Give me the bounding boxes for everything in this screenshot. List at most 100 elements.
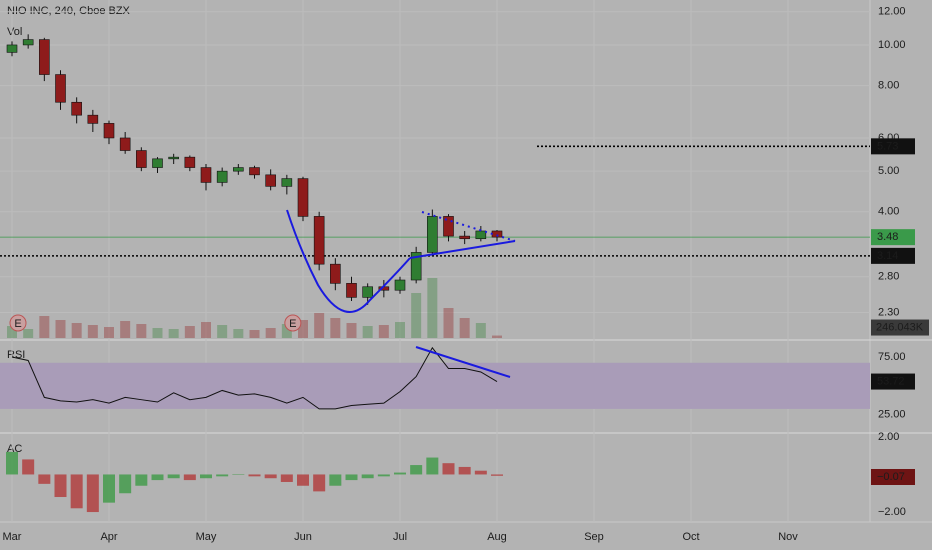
x-tick-label: Mar: [3, 531, 22, 543]
candle-body: [427, 216, 438, 253]
y-tick-label: 12.00: [878, 6, 906, 18]
ac-bar: [135, 474, 148, 486]
triangle-bottom: [409, 240, 516, 259]
last-price-label: 3.48: [877, 231, 898, 243]
ac-bar: [410, 465, 423, 475]
last-price-label-box: [871, 229, 915, 246]
volume-bar: [87, 325, 98, 338]
ac-bar: [86, 474, 99, 513]
volume-bar: [346, 323, 357, 338]
cup-drawing: [286, 209, 411, 313]
ac-bar: [70, 474, 83, 509]
rsi-last-label-box: [871, 373, 915, 390]
volume-bar: [459, 318, 470, 338]
candle-body: [265, 174, 276, 187]
volume-bar: [104, 327, 114, 338]
candle-body: [313, 216, 325, 265]
candle-body: [330, 263, 341, 284]
volume-label-box: [871, 319, 929, 336]
volume-bar: [184, 326, 195, 338]
volume-bar: [427, 278, 438, 338]
y-tick-label: 2.30: [878, 306, 899, 318]
candle-body: [168, 156, 179, 160]
ac-bar: [458, 466, 471, 475]
ac-bar: [280, 474, 293, 482]
candle-body: [200, 167, 212, 183]
volume-bar: [71, 323, 82, 338]
level-label: 3.14: [877, 250, 898, 262]
candle-body: [249, 167, 260, 176]
candle-body: [394, 279, 406, 291]
ac-last-box: [871, 469, 915, 485]
candle-body: [184, 156, 196, 168]
ac-bar: [394, 472, 406, 475]
volume-bar: [330, 318, 341, 338]
level-label-box: [871, 138, 915, 155]
volume-bar: [201, 322, 211, 338]
ac-bar: [442, 463, 455, 475]
ac-bar: [474, 470, 487, 475]
ac-bar: [426, 457, 439, 475]
x-tick-label: Aug: [487, 531, 507, 543]
y-tick-label: 2.80: [878, 271, 899, 283]
volume-bar: [55, 320, 66, 338]
rsi-band: [0, 362, 870, 409]
earnings-label: E: [289, 318, 296, 330]
candle-body: [346, 283, 357, 298]
y-tick-label: 5.00: [878, 165, 899, 177]
x-tick-label: Jun: [294, 531, 312, 543]
candle-body: [475, 230, 487, 240]
ac-bar: [54, 474, 67, 498]
rsi-line: [11, 346, 498, 410]
ac-bar: [119, 474, 132, 494]
volume-bar: [395, 322, 405, 338]
volume-bar: [7, 326, 17, 338]
volume-bar: [152, 328, 163, 338]
candle-body: [362, 286, 373, 298]
volume-bar: [362, 326, 373, 338]
ac-tick-label: −2.00: [878, 506, 906, 518]
volume-bar: [136, 324, 147, 338]
y-tick-label: 8.00: [878, 79, 899, 91]
volume-bar: [249, 330, 260, 338]
ac-last-label: −0.07: [877, 471, 905, 483]
ac-bar: [103, 474, 115, 503]
candle-body: [216, 170, 228, 183]
drawings: [286, 209, 516, 378]
ac-bar: [491, 474, 503, 476]
volume-bar: [475, 323, 486, 338]
ac-bar: [248, 474, 261, 477]
x-tick-label: May: [196, 531, 217, 543]
candle-body: [119, 137, 131, 151]
ac-bar: [183, 474, 196, 481]
candle-body: [281, 178, 293, 187]
x-tick-label: Oct: [682, 531, 699, 543]
y-tick-label: 10.00: [878, 39, 906, 51]
volume-bar: [120, 321, 131, 338]
earnings-marker: [9, 314, 27, 332]
level-label: 5.73: [877, 140, 898, 152]
rsi-last-label: 53.72: [877, 375, 905, 387]
rsi-trendline: [415, 346, 511, 378]
ac-bar: [313, 474, 326, 492]
candle-body: [233, 167, 244, 172]
ac-bar: [361, 474, 374, 479]
x-tick-label: Nov: [778, 531, 798, 543]
candle-body: [136, 150, 147, 168]
candle-body: [39, 39, 50, 75]
volume-label: 246.043K: [876, 321, 924, 333]
ac-bar: [377, 474, 390, 477]
volume-bar: [411, 293, 422, 338]
ac-bar: [345, 474, 358, 481]
volume-bar: [443, 308, 454, 338]
candle-body: [6, 44, 18, 53]
ac-bar: [151, 474, 164, 481]
candle-body: [443, 216, 454, 237]
volume-bar: [217, 325, 228, 338]
candle-body: [297, 178, 309, 217]
triangle-top: [421, 211, 516, 242]
candle-body: [87, 114, 99, 124]
volume-bar: [265, 328, 276, 338]
